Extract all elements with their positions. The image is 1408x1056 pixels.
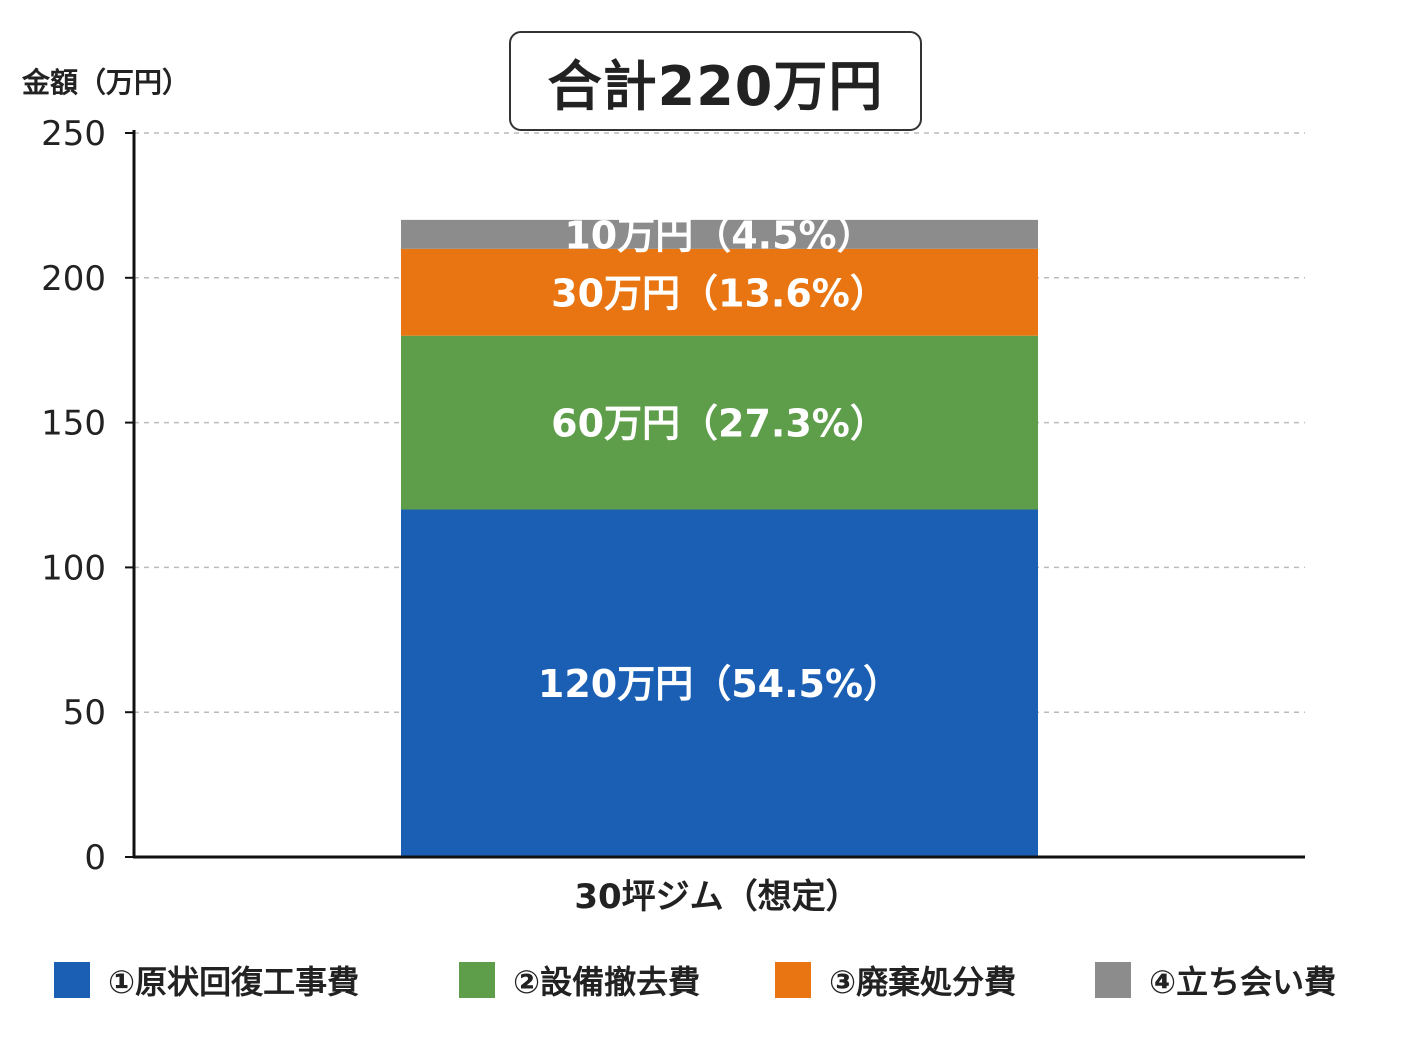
total-amount-label: 合計220万円 (547, 54, 884, 118)
bar-segment-label-1: 120万円（54.5%） (538, 662, 901, 706)
y-axis-ticks: 0 50 100 150 200 250 (41, 114, 134, 878)
bar-segment-1 (401, 509, 1038, 857)
bar-segment-label-3: 30万円（13.6%） (551, 271, 888, 315)
bar-segment-2 (401, 335, 1038, 510)
legend-item-disposal: ③廃棄処分費 (775, 956, 1016, 1004)
legend-swatch-restoration (54, 962, 90, 998)
legend-item-attendance: ④立ち会い費 (1095, 956, 1336, 1004)
y-tick-label-150: 150 (41, 404, 106, 444)
y-tick-label-200: 200 (41, 259, 106, 299)
y-tick-label-50: 50 (63, 693, 106, 733)
legend-swatch-equipment-removal (459, 962, 495, 998)
legend-label-attendance: ④立ち会い費 (1149, 963, 1337, 1001)
y-tick-label-100: 100 (41, 548, 106, 588)
total-amount-box: 合計220万円 (509, 31, 922, 131)
legend-label-equipment-removal: ②設備撤去費 (513, 963, 701, 1001)
legend-label-restoration: ①原状回復工事費 (108, 963, 360, 1001)
legend-swatch-attendance (1095, 962, 1131, 998)
legend-swatch-disposal (775, 962, 811, 998)
bar-segment-label-4: 10万円（4.5%） (564, 213, 874, 257)
legend-item-equipment-removal: ②設備撤去費 (459, 956, 700, 1004)
bar-segment-4 (401, 219, 1038, 249)
legend-item-restoration: ①原状回復工事費 (54, 956, 359, 1004)
y-axis-title: 金額（万円） (21, 66, 190, 99)
bar-segment-label-2: 60万円（27.3%） (551, 402, 888, 446)
legend: ①原状回復工事費 ②設備撤去費 ③廃棄処分費 ④立ち会い費 (54, 956, 1394, 1004)
bar-segment-3 (401, 248, 1038, 336)
y-tick-label-0: 0 (84, 838, 106, 878)
y-tick-label-250: 250 (41, 114, 106, 154)
bar-segments: 120万円（54.5%） 60万円（27.3%） 30万円（13.6%） 10万円（4… (401, 213, 1038, 857)
legend-label-disposal: ③廃棄処分費 (829, 963, 1017, 1001)
x-category-label: 30坪ジム（想定） (574, 877, 859, 917)
